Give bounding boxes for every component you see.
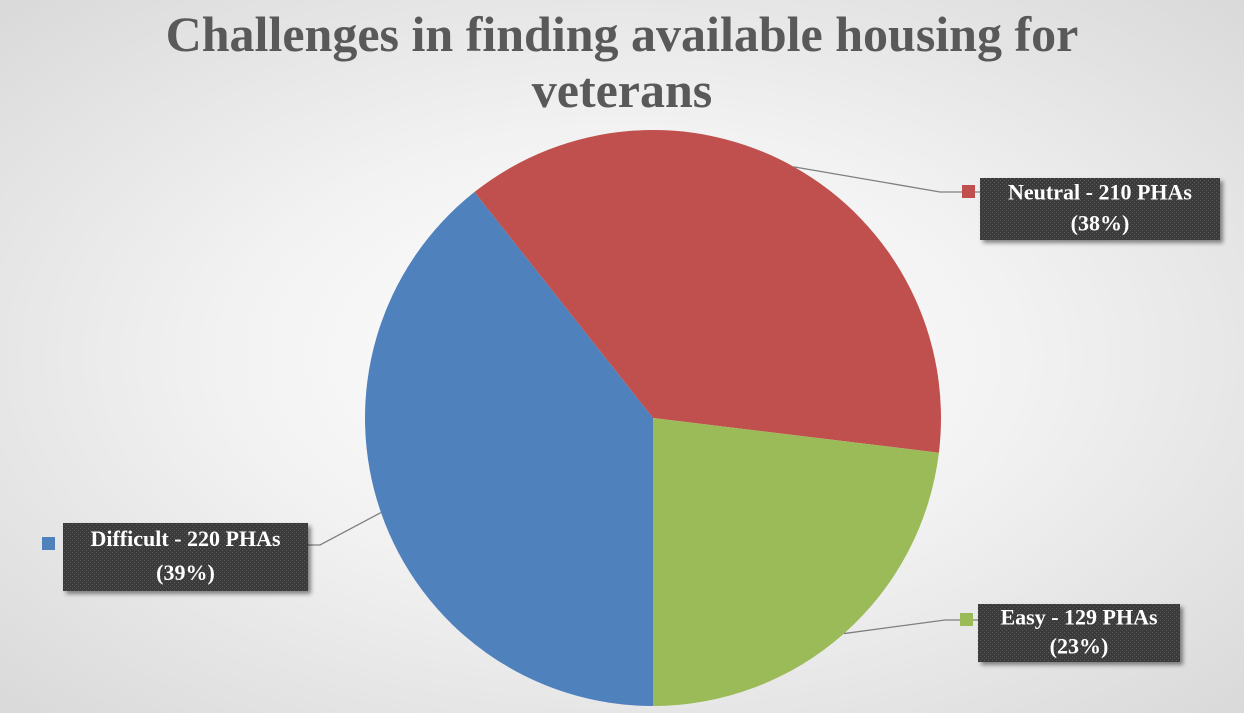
- legend-key: [960, 613, 973, 626]
- leader-line: [843, 619, 978, 635]
- data-label: Neutral - 210 PHAs: [1008, 180, 1192, 205]
- chart-title: Challenges in finding available housing …: [165, 6, 1079, 118]
- legend-key: [962, 185, 975, 198]
- data-label: (38%): [1071, 211, 1130, 236]
- label-box: [978, 604, 1180, 662]
- leader-line: [308, 511, 382, 546]
- label-box: [980, 178, 1220, 240]
- legend-key: [42, 537, 55, 550]
- data-label: Difficult - 220 PHAs: [90, 526, 280, 551]
- data-label: Easy - 129 PHAs: [1000, 605, 1158, 630]
- pie-slice: [474, 129, 942, 453]
- data-label: (39%): [156, 560, 215, 585]
- pie-slice: [653, 418, 939, 706]
- pie-slice: [365, 192, 653, 707]
- data-label: (23%): [1050, 634, 1109, 659]
- label-box: [63, 523, 308, 591]
